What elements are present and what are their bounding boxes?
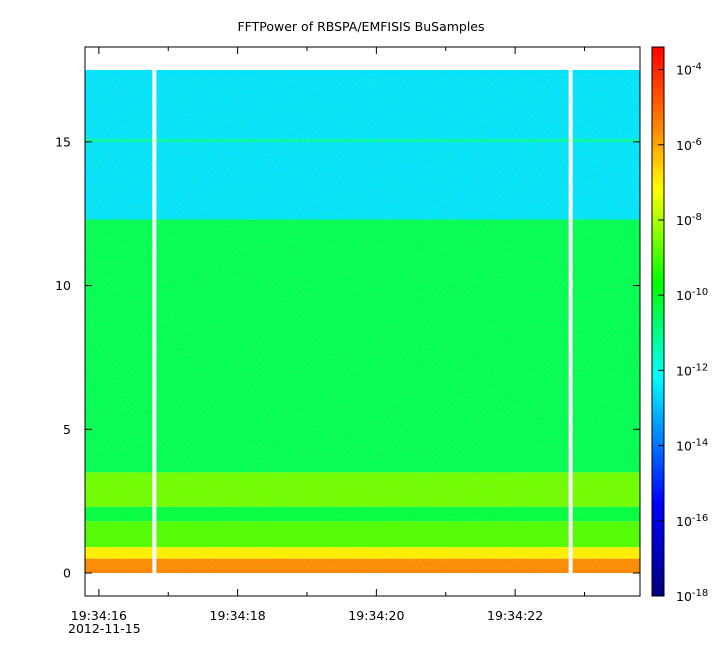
data-gaps: [152, 69, 573, 574]
plot-frame: [84, 46, 641, 597]
colorbar-tick-label: 10-16: [676, 513, 708, 529]
chart-title: FFTPower of RBSPA/EMFISIS BuSamples: [237, 19, 484, 34]
x-tick-label: 19:34:20: [348, 608, 404, 623]
colorbar-ticks: 10-18 10-16 10-14 10-12 10-10 10-8 10-6 10-4: [658, 62, 708, 604]
colorbar-tick-label: 10-12: [676, 362, 708, 378]
x-tick-label: 19:34:16: [71, 608, 127, 623]
colorbar-tick-label: 10-6: [676, 137, 702, 153]
colorbar-gradient: [651, 46, 665, 597]
colorbar-tick-label: 10-18: [676, 588, 708, 604]
y-tick-label: 15: [55, 134, 71, 149]
colorbar-tick-label: 10-4: [676, 62, 702, 78]
colorbar-tick-label: 10-14: [676, 438, 708, 454]
colorbar: 10-18 10-16 10-14 10-12 10-10 10-8 10-6 10-4: [651, 46, 708, 604]
x-axis-date-label: 2012-11-15: [68, 621, 141, 636]
plot-area: [84, 46, 641, 597]
colorbar-tick-label: 10-8: [676, 212, 702, 228]
noise-texture: [85, 73, 640, 570]
y-axis: 0 5 10 15: [55, 134, 640, 581]
x-tick-label: 19:34:22: [487, 608, 543, 623]
y-tick-label: 0: [63, 566, 71, 581]
x-tick-label: 19:34:18: [210, 608, 266, 623]
data-gap: [568, 69, 573, 574]
data-gap: [152, 69, 157, 574]
y-tick-label: 5: [63, 422, 71, 437]
y-tick-label: 10: [55, 278, 71, 293]
x-axis: 19:34:16 19:34:18 19:34:20 19:34:22: [71, 47, 585, 623]
colorbar-tick-label: 10-10: [676, 287, 708, 303]
